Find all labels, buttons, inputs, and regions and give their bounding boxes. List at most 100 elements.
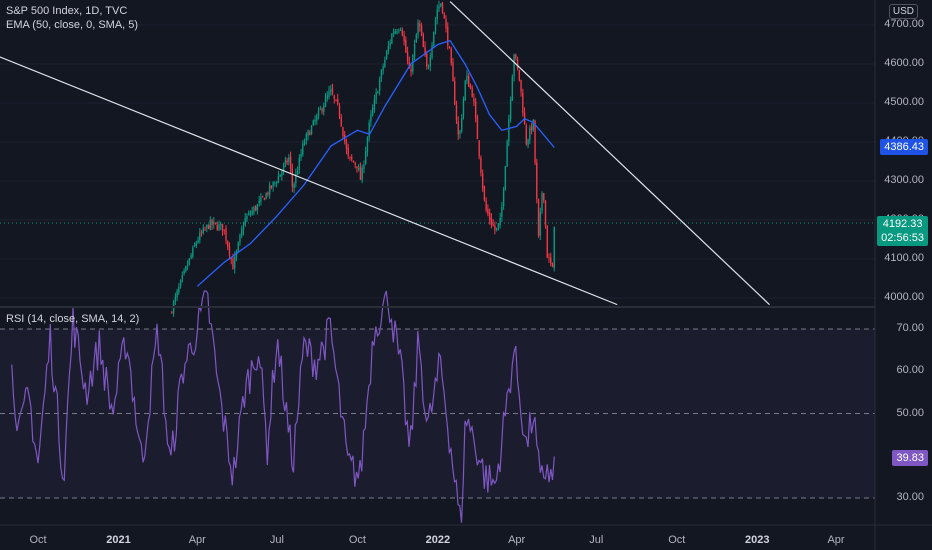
candle-body	[227, 241, 229, 248]
candle-body	[427, 66, 430, 68]
candle-body	[384, 59, 386, 67]
main-legend[interactable]: S&P 500 Index, 1D, TVC EMA (50, close, 0…	[6, 4, 138, 32]
candle-body	[452, 62, 454, 82]
candle-body	[527, 139, 529, 146]
time-tick-label: Jul	[269, 534, 284, 546]
candle-body	[553, 226, 555, 269]
currency-label[interactable]: USD	[888, 4, 918, 19]
candle-body	[289, 156, 292, 169]
candle-body	[537, 198, 540, 236]
candle-body	[202, 228, 204, 234]
candle-body	[422, 34, 424, 48]
candle-body	[225, 228, 227, 241]
candle-body	[412, 55, 414, 72]
candle-body	[363, 164, 365, 170]
candle-body	[480, 157, 482, 173]
candle-body	[204, 228, 206, 230]
candle-body	[193, 245, 196, 247]
candle-body	[330, 89, 332, 92]
price-tick-label: 4600.00	[884, 57, 924, 69]
candle-body	[347, 147, 349, 156]
candle-body	[534, 120, 536, 163]
candle-body	[509, 99, 512, 120]
candle-body	[263, 198, 266, 201]
candle-body	[335, 99, 337, 101]
candle-body	[251, 210, 253, 214]
candle-body	[389, 42, 391, 46]
time-tick-label: Jul	[589, 534, 604, 546]
candle-body	[529, 128, 531, 141]
candle-body	[291, 168, 294, 187]
time-tick-label: Oct	[668, 534, 686, 546]
candle-body	[536, 162, 538, 199]
candle-body	[323, 106, 325, 113]
candle-body	[188, 258, 191, 265]
candle-body	[179, 279, 182, 286]
candle-body	[429, 56, 431, 67]
candle-body	[213, 221, 215, 224]
candle-body	[356, 166, 358, 169]
candle-body	[551, 264, 554, 268]
candle-body	[459, 130, 461, 134]
candle-body	[391, 33, 393, 44]
candle-body	[216, 224, 218, 230]
candle-body	[295, 173, 297, 184]
candle-body	[200, 232, 203, 234]
candle-body	[394, 31, 397, 34]
candle-body	[296, 170, 299, 175]
candle-body	[546, 225, 548, 258]
candle-body	[310, 125, 313, 134]
candle-body	[474, 101, 477, 118]
candle-body	[483, 186, 486, 201]
candle-body	[504, 166, 507, 190]
candle-body	[354, 162, 356, 165]
candle-body	[382, 66, 384, 71]
candle-body	[462, 98, 465, 117]
candle-body	[466, 75, 468, 82]
candle-body	[282, 165, 285, 171]
price-tick-label: 4100.00	[884, 252, 924, 264]
candle-body	[234, 256, 236, 269]
candle-body	[443, 13, 445, 19]
time-tick-label: 2022	[425, 534, 451, 546]
candle-body	[178, 286, 180, 293]
price-tick-label: 4000.00	[884, 291, 924, 303]
candle-body	[431, 45, 433, 58]
candle-body	[368, 122, 370, 137]
rsi-band	[0, 329, 875, 498]
candle-body	[434, 19, 437, 32]
candle-body	[396, 31, 398, 33]
candle-body	[426, 53, 428, 67]
rsi-legend[interactable]: RSI (14, close, SMA, 14, 2)	[6, 313, 140, 325]
candle-body	[333, 95, 335, 99]
ema-legend[interactable]: EMA (50, close, 0, SMA, 5)	[6, 19, 139, 31]
candle-body	[359, 166, 362, 180]
candle-body	[326, 95, 328, 99]
candle-body	[371, 108, 374, 116]
candle-body	[324, 97, 327, 107]
candle-body	[272, 182, 274, 187]
candle-body	[413, 44, 416, 57]
candle-body	[302, 143, 304, 155]
candle-body	[319, 108, 321, 110]
candle-body	[543, 192, 545, 201]
candle-body	[328, 91, 330, 97]
candle-body	[532, 119, 534, 130]
candle-body	[406, 51, 409, 62]
candle-body	[352, 160, 355, 163]
candle-body	[316, 115, 318, 121]
candle-body	[392, 33, 395, 34]
candle-body	[349, 156, 351, 158]
candle-body	[495, 227, 498, 230]
candle-body	[242, 226, 245, 231]
candle-body	[214, 222, 217, 224]
candle-body	[232, 258, 234, 270]
candle-body	[516, 59, 519, 69]
symbol-title[interactable]: S&P 500 Index, 1D, TVC	[6, 5, 128, 17]
candle-body	[230, 257, 232, 260]
candle-body	[525, 125, 528, 145]
candle-body	[317, 110, 320, 116]
candle-body	[345, 142, 348, 150]
candle-body	[366, 137, 369, 152]
